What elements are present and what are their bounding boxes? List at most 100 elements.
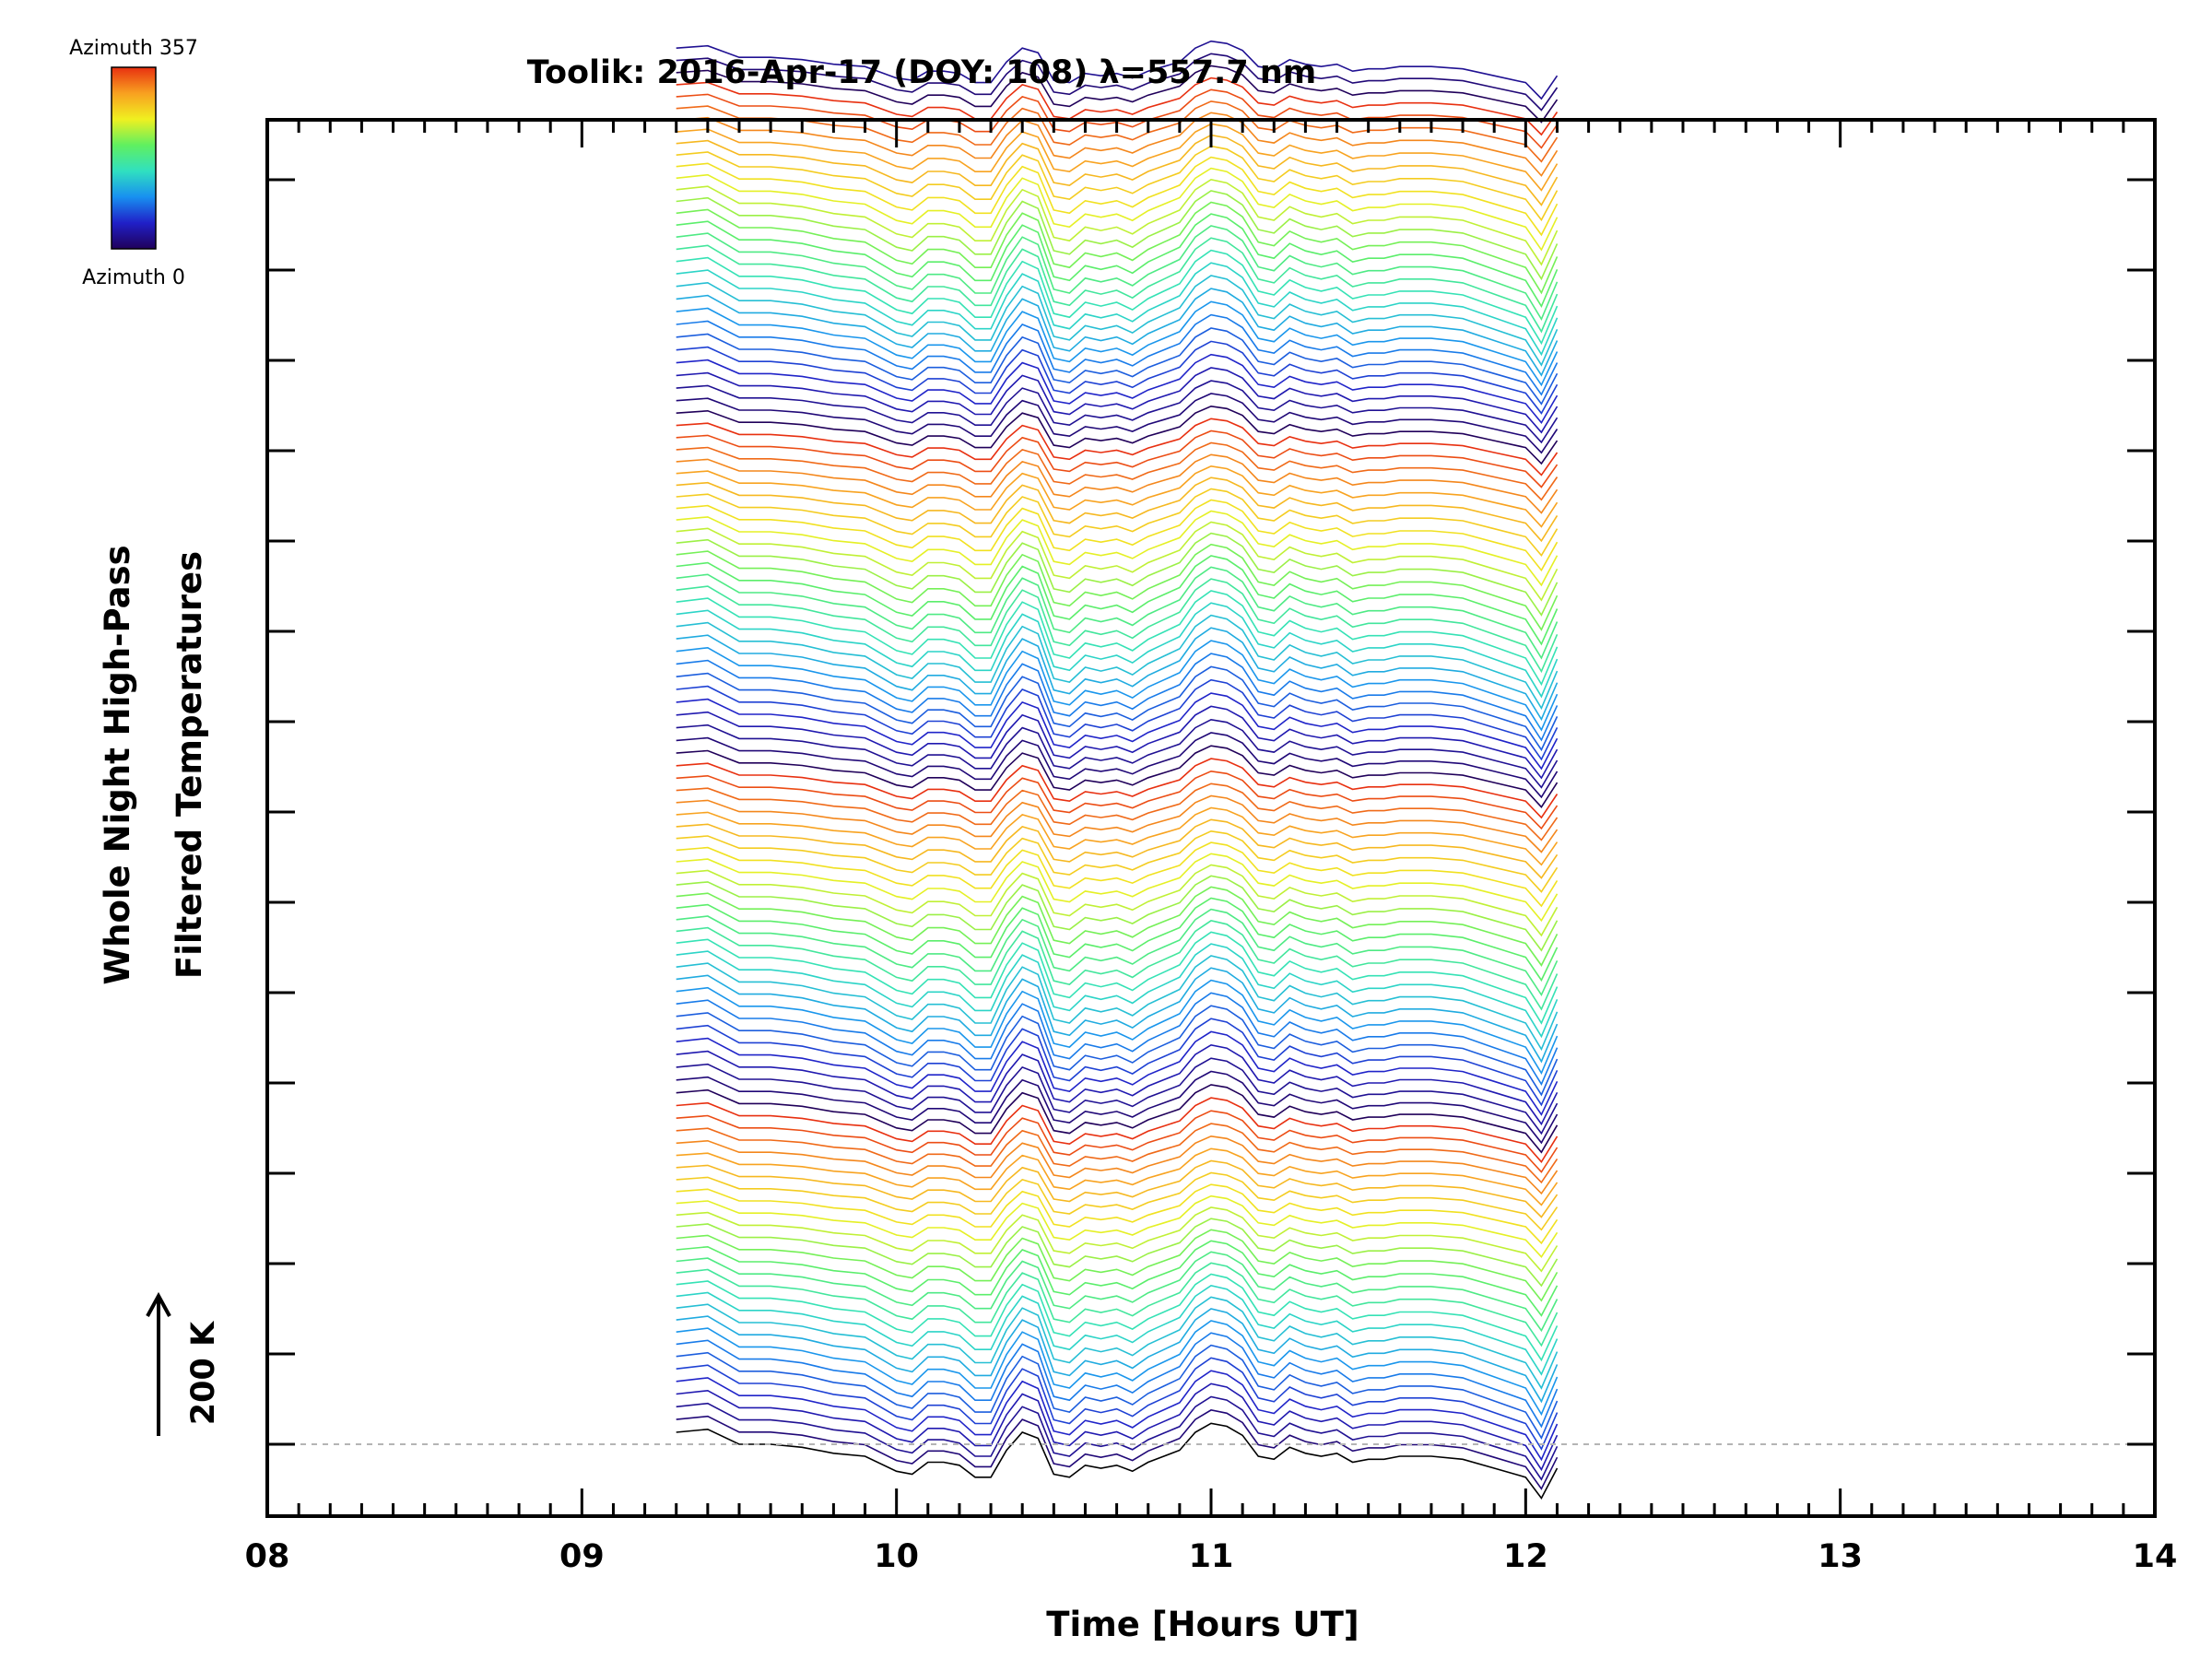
trace-line-82 (676, 429, 1559, 488)
trace-line-41 (676, 920, 1559, 1011)
trace-line-56 (676, 745, 1559, 809)
azimuth-colorbar (111, 66, 157, 250)
scale-arrow-icon (146, 1291, 171, 1436)
trace-line-93 (676, 288, 1559, 377)
trace-line-24 (676, 1135, 1559, 1195)
trace-line-25 (676, 1123, 1559, 1184)
x-tick-label-11: 11 (1189, 1538, 1234, 1575)
trace-line-58 (676, 718, 1559, 789)
trace-line-69 (676, 578, 1559, 674)
trace-line-61 (676, 678, 1559, 761)
colorbar-top-label: Azimuth 357 (69, 37, 198, 60)
trace-line-86 (676, 380, 1559, 444)
trace-line-5 (676, 1357, 1559, 1451)
trace-line-33 (676, 1018, 1559, 1107)
trace-line-63 (676, 653, 1559, 742)
trace-line-62 (676, 665, 1559, 752)
trace-line-110 (676, 88, 1559, 149)
trace-line-53 (676, 782, 1559, 841)
trace-line-85 (676, 393, 1559, 454)
trace-line-67 (676, 602, 1559, 699)
trace-line-26 (676, 1110, 1559, 1173)
trace-line-8 (676, 1320, 1559, 1417)
x-tick-label-09: 09 (559, 1538, 605, 1575)
trace-line-95 (676, 262, 1559, 357)
trace-line-51 (676, 806, 1559, 866)
trace-line-32 (676, 1030, 1559, 1116)
trace-line-75 (676, 510, 1559, 587)
trace-line-29 (676, 1070, 1559, 1145)
trace-line-14 (676, 1251, 1559, 1333)
trace-line-19 (676, 1194, 1559, 1258)
trace-line-84 (676, 405, 1559, 465)
trace-line-66 (676, 614, 1559, 711)
trace-line-47 (676, 853, 1559, 923)
trace-line-22 (676, 1159, 1559, 1218)
trace-line-18 (676, 1206, 1559, 1273)
trace-line-45 (676, 875, 1559, 952)
trace-line-59 (676, 705, 1559, 780)
trace-line-7 (676, 1332, 1559, 1429)
trace-line-65 (676, 627, 1559, 722)
trace-line-43 (676, 897, 1559, 982)
trace-line-78 (676, 477, 1559, 543)
x-tick-label-08: 08 (245, 1538, 290, 1575)
tick-group (265, 120, 2157, 1516)
trace-line-108 (676, 112, 1559, 177)
trace-line-106 (676, 134, 1559, 206)
trace-line-40 (676, 931, 1559, 1025)
trace-line-49 (676, 830, 1559, 893)
trace-line-6 (676, 1344, 1559, 1440)
trace-line-28 (676, 1084, 1559, 1154)
trace-line-89 (676, 340, 1559, 415)
trace-line-103 (676, 167, 1559, 252)
y-axis-title-line1: Whole Night High-Pass (98, 545, 137, 984)
trace-line-77 (676, 488, 1559, 557)
trace-line-21 (676, 1171, 1559, 1231)
trace-line-90 (676, 327, 1559, 406)
trace-group (676, 40, 1559, 1500)
x-tick-label-10: 10 (874, 1538, 919, 1575)
trace-line-9 (676, 1308, 1559, 1404)
trace-line-11 (676, 1284, 1559, 1376)
trace-line-31 (676, 1043, 1559, 1126)
trace-line-39 (676, 943, 1559, 1039)
trace-line-4 (676, 1370, 1559, 1462)
trace-line-91 (676, 313, 1559, 396)
trace-line-17 (676, 1218, 1559, 1288)
trace-line-38 (676, 955, 1559, 1052)
trace-line-80 (676, 453, 1559, 514)
trace-line-12 (676, 1273, 1559, 1362)
trace-line-46 (676, 864, 1559, 937)
x-tick-label-12: 12 (1503, 1538, 1548, 1575)
x-tick-label-14: 14 (2133, 1538, 2178, 1575)
trace-line-35 (676, 992, 1559, 1087)
trace-line-98 (676, 225, 1559, 322)
trace-line-94 (676, 275, 1559, 367)
trace-line-79 (676, 465, 1559, 528)
trace-line-81 (676, 441, 1559, 501)
colorbar-bottom-label: Azimuth 0 (82, 266, 185, 289)
trace-line-57 (676, 732, 1559, 799)
scale-label: 200 K (185, 1320, 222, 1425)
trace-line-54 (676, 770, 1559, 830)
trace-line-27 (676, 1097, 1559, 1164)
trace-line-60 (676, 692, 1559, 771)
trace-line-34 (676, 1005, 1559, 1097)
trace-line-114 (676, 40, 1559, 100)
trace-line-111 (676, 76, 1559, 136)
trace-line-70 (676, 566, 1559, 660)
trace-line-1 (676, 1409, 1559, 1490)
trace-line-113 (676, 53, 1559, 112)
trace-line-2 (676, 1395, 1559, 1481)
trace-line-97 (676, 237, 1559, 334)
x-tick-labels: 08 09 10 11 12 13 14 (245, 1538, 2178, 1575)
trace-line-101 (676, 190, 1559, 281)
trace-line-23 (676, 1147, 1559, 1206)
trace-line-68 (676, 590, 1559, 687)
trace-line-88 (676, 353, 1559, 424)
trace-line-50 (676, 818, 1559, 879)
trace-line-92 (676, 300, 1559, 387)
chart-title: Toolik: 2016-Apr-17 (DOY: 108) λ=557.7 n… (527, 54, 1317, 91)
